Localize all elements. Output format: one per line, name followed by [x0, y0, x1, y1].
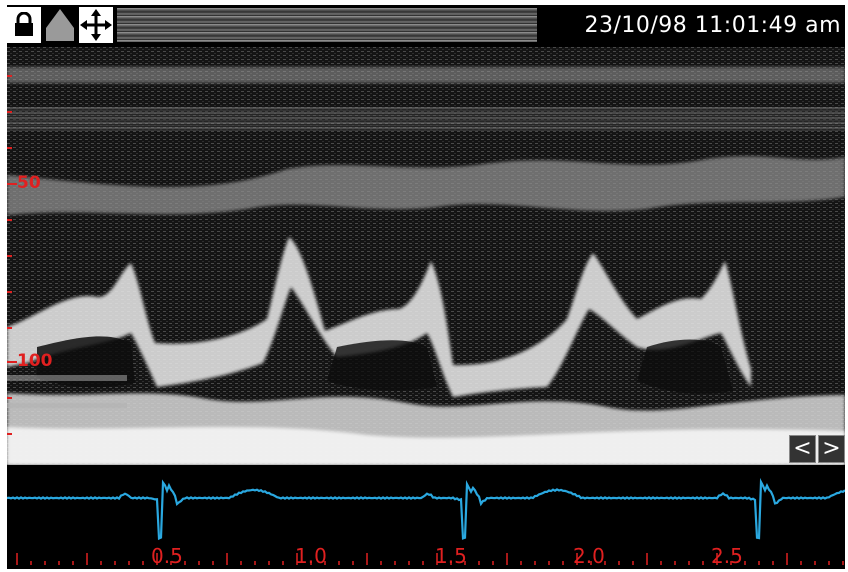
lock-icon [15, 12, 33, 36]
toolbar: 23/10/98 11:01:49 am [7, 5, 845, 47]
scroll-buttons: < > [789, 435, 845, 463]
lock-button[interactable] [7, 7, 41, 43]
timestamp: 23/10/98 11:01:49 am [584, 13, 841, 38]
mmode-echo-graphic [7, 47, 845, 465]
ecg-trace [7, 477, 845, 541]
time-label-1-5: 1.5 [435, 544, 467, 568]
scroll-left-button[interactable]: < [789, 435, 816, 463]
depth-label-100: 100 [17, 351, 53, 371]
time-label-0-5: 0.5 [151, 544, 183, 568]
mmode-image: 50 100 < > [7, 47, 845, 465]
triangle-icon [46, 9, 74, 41]
move-button[interactable] [79, 7, 113, 43]
echo-viewer: 23/10/98 11:01:49 am [7, 5, 845, 569]
time-label-2-0: 2.0 [573, 544, 605, 568]
depth-label-50: 50 [17, 173, 41, 193]
triangle-button[interactable] [43, 7, 77, 43]
move-arrows-icon [80, 9, 112, 41]
time-axis-ticks [16, 553, 844, 565]
timeline-scroll-strip[interactable] [117, 8, 537, 42]
ecg-strip: 0.5 1.0 1.5 2.0 2.5 [7, 465, 845, 569]
time-label-2-5: 2.5 [711, 544, 743, 568]
ecg-trace-graphic [7, 477, 845, 565]
scroll-right-button[interactable]: > [818, 435, 845, 463]
time-label-1-0: 1.0 [295, 544, 327, 568]
